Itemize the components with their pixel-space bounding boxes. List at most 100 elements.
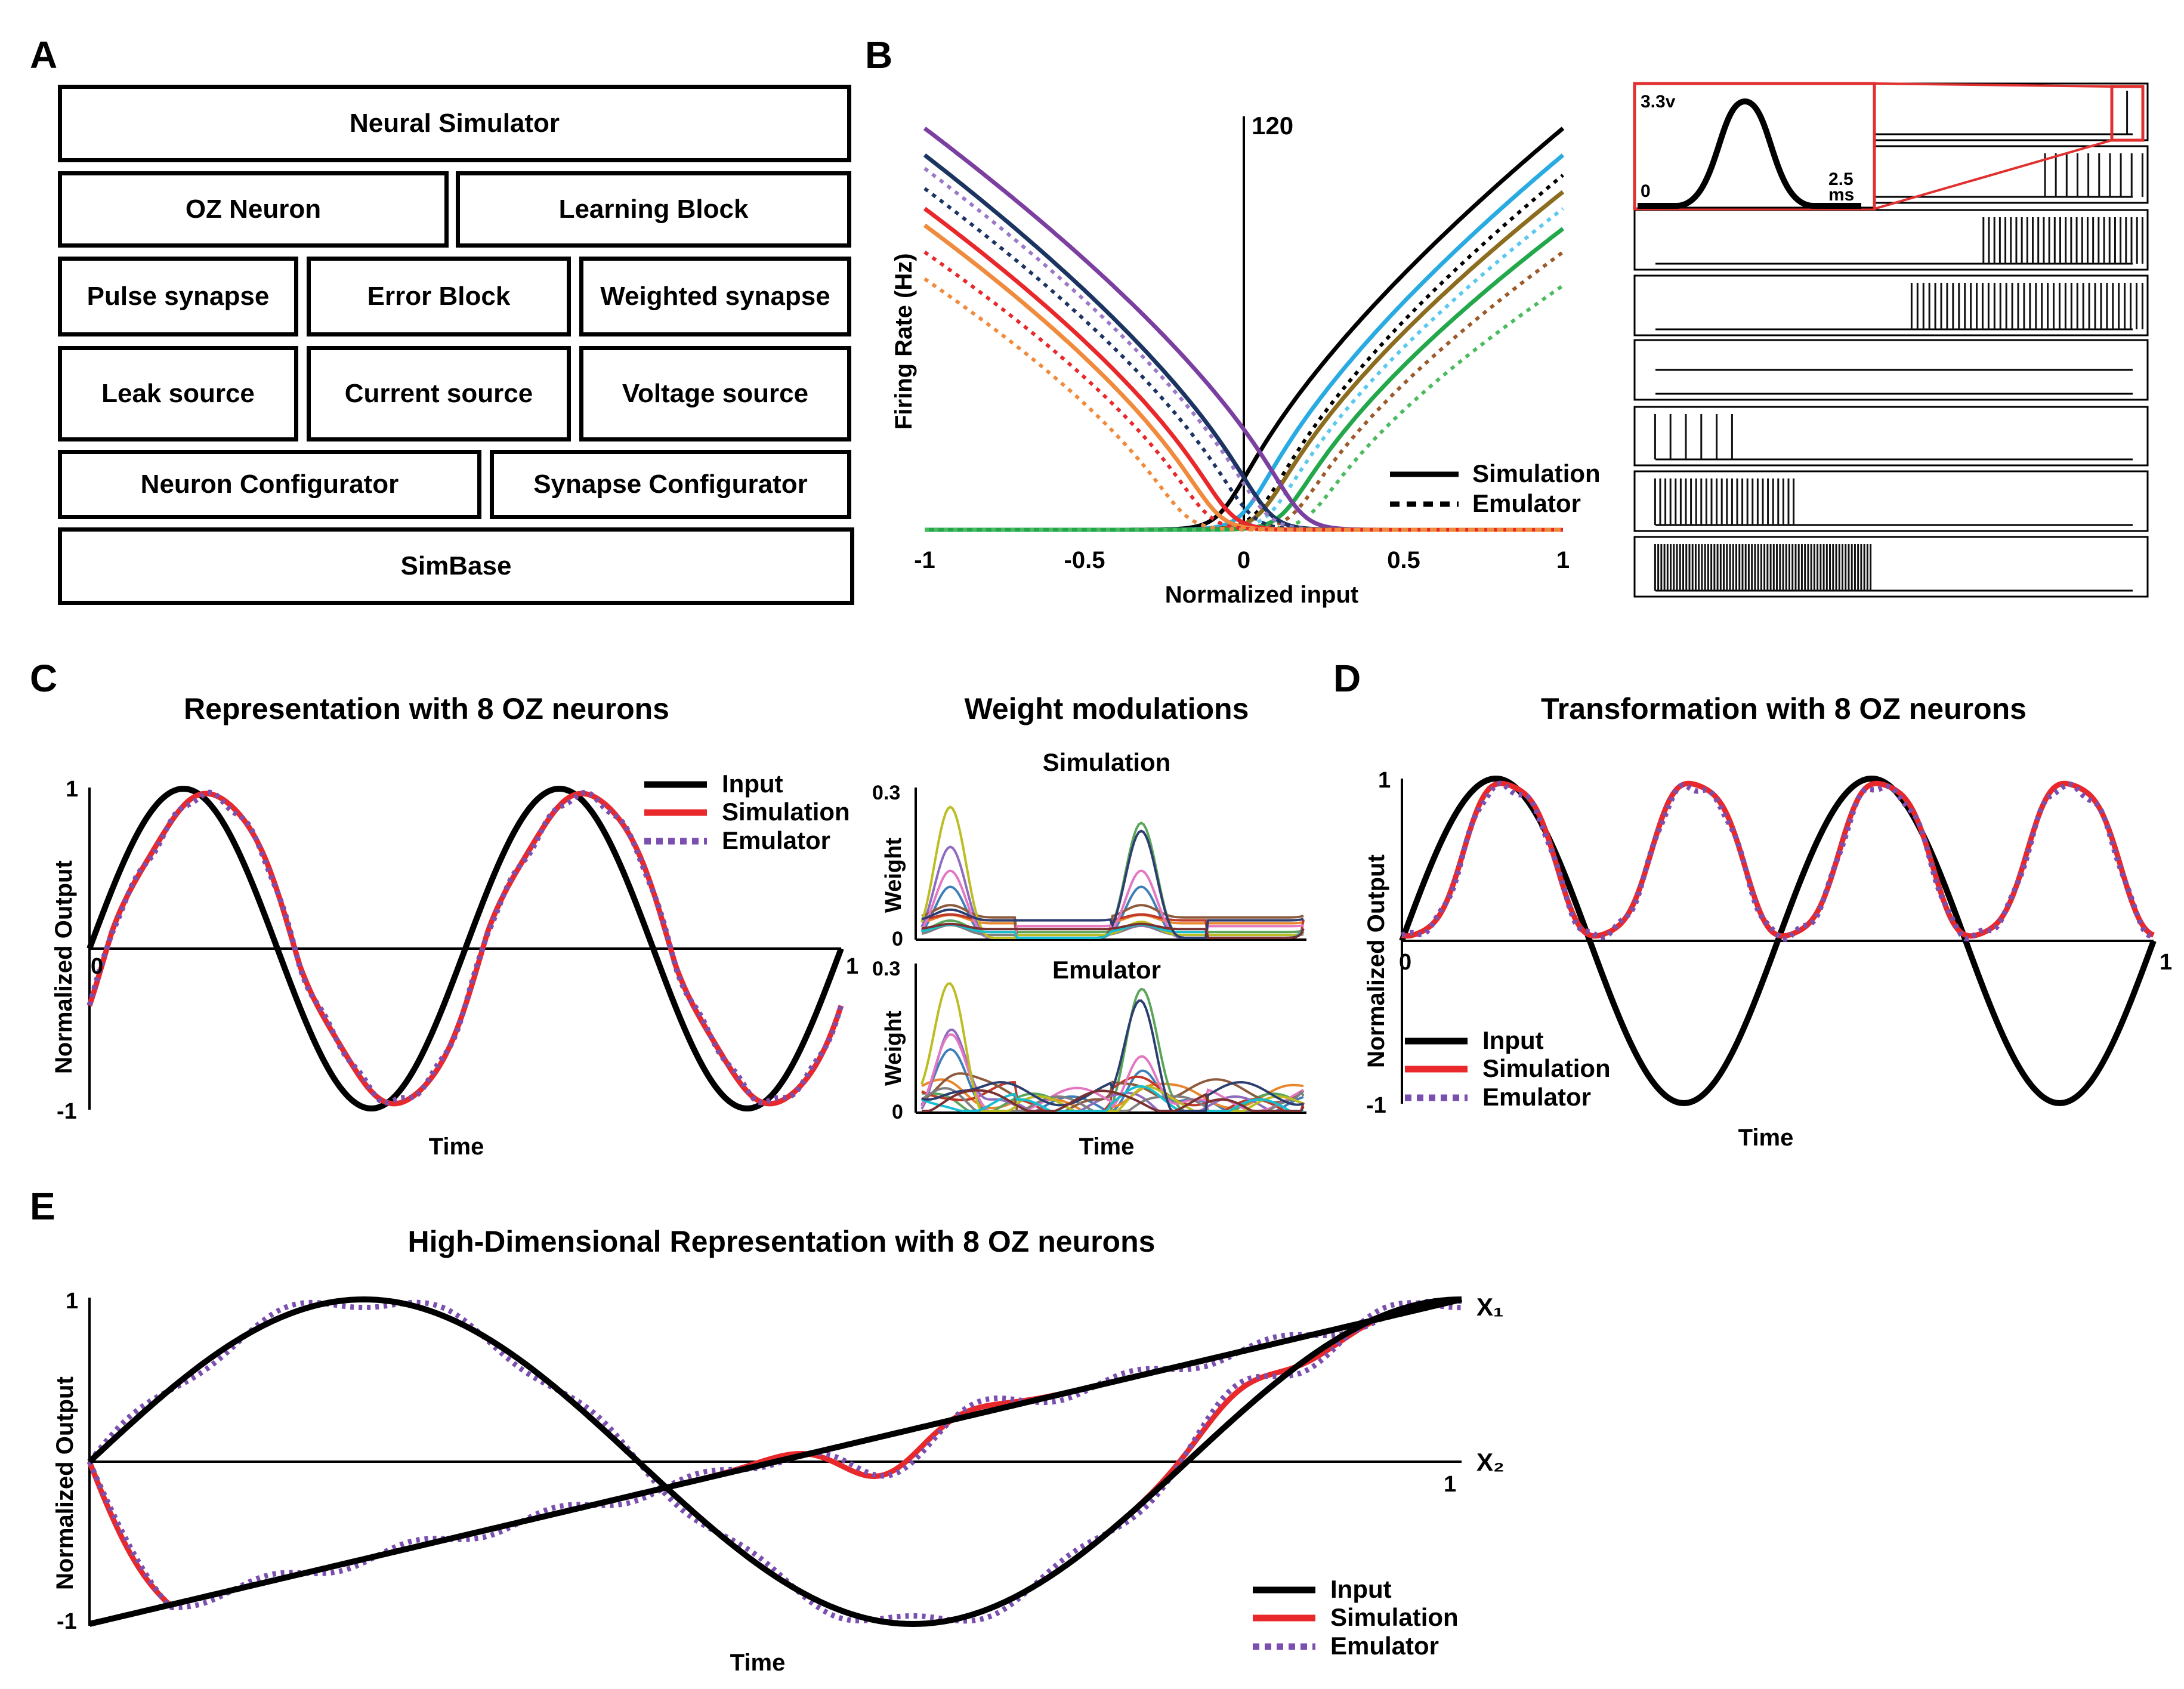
weights-emu-ylabel: Weight <box>881 1011 906 1086</box>
block-synapse-configurator: Synapse Configurator <box>490 450 851 519</box>
panel-label-b: B <box>865 33 893 76</box>
representation-input-line <box>87 786 844 1111</box>
high-dim-xlabel: Time <box>730 1650 786 1676</box>
weights-sim-ybottom: 0 <box>892 928 903 950</box>
weights-sim-weight-line <box>921 829 1304 939</box>
weights-emu-weight-line <box>921 1072 1305 1112</box>
transformation-emulator-line <box>1401 780 2154 942</box>
transformation-xlabel: Time <box>1738 1125 1794 1151</box>
weights-emu-weight-line <box>922 1089 1305 1112</box>
block-simbase: SimBase <box>58 527 854 605</box>
high-dim-x2-input-line <box>87 1296 1462 1628</box>
tuning-curve-navy-dot <box>923 187 1563 532</box>
spike-row-box <box>1633 209 2149 271</box>
block-neural-simulator: Neural Simulator <box>58 85 851 162</box>
transformation-legend-input: Input <box>1482 1026 1544 1054</box>
tuning-ylabel: Firing Rate (Hz) <box>891 253 917 430</box>
tuning-xlabel: Normalized input <box>1165 582 1358 608</box>
representation-title: Representation with 8 OZ neurons <box>184 692 669 725</box>
weight-modulation-chart: Weight modulations Simulation Emulator 0… <box>872 692 1306 1160</box>
tuning-xtick-1: 1 <box>1556 547 1570 573</box>
high-dim-ylabel: Normalized Output <box>52 1376 78 1590</box>
tuning-curve-red-dot <box>923 251 1563 532</box>
spike-inset-pulse <box>1638 98 1861 209</box>
spike-zoom-highlight <box>2110 85 2145 142</box>
high-dim-title: High-Dimensional Representation with 8 O… <box>408 1225 1156 1258</box>
weights-title: Weight modulations <box>965 692 1249 725</box>
weights-sim-ytop: 0.3 <box>872 782 900 804</box>
high-dim-legend-emulator: Emulator <box>1330 1632 1439 1660</box>
high-dim-ytick-bottom: -1 <box>57 1609 77 1634</box>
panel-label-e: E <box>30 1185 55 1228</box>
weights-sim-weight-line <box>921 904 1304 939</box>
block-weighted-synapse: Weighted synapse <box>579 257 851 336</box>
spike-row-box <box>1633 406 2149 467</box>
high-dim-x1-input-line <box>88 1296 1463 1627</box>
tuning-xtick-0: 0 <box>1237 547 1250 573</box>
weights-sim-weight-line <box>921 922 1305 939</box>
spike-inset-zero-label: 0 <box>1641 181 1651 201</box>
weights-emu-ybottom: 0 <box>892 1101 903 1123</box>
high-dim-x1-label: X₁ <box>1476 1293 1503 1321</box>
representation-ylabel: Normalized Output <box>51 860 77 1074</box>
block-voltage-source: Voltage source <box>579 346 851 441</box>
high-dim-chart: High-Dimensional Representation with 8 O… <box>52 1225 1505 1676</box>
spike-zoom-connector-top <box>1874 82 2112 88</box>
tuning-curve-purple-dot <box>923 166 1563 532</box>
high-dim-ytick-top: 1 <box>66 1289 78 1314</box>
transformation-xtick-1: 1 <box>2160 950 2172 975</box>
representation-legend-emulator: Emulator <box>722 826 830 854</box>
block-learning-block: Learning Block <box>456 171 851 248</box>
spike-inset-time-unit: ms <box>1828 185 1854 205</box>
spike-inset-peak-label: 3.3v <box>1641 92 1676 112</box>
spike-row-box <box>1633 274 2149 336</box>
representation-legend-simulation: Simulation <box>722 798 850 826</box>
weights-emu-weight-line <box>920 1029 1303 1112</box>
block-current-source: Current source <box>307 346 571 441</box>
high-dim-legend-input: Input <box>1330 1575 1392 1603</box>
high-dim-x2-label: X₂ <box>1476 1448 1505 1476</box>
weights-emu-weight-line <box>921 999 1304 1112</box>
transformation-ytick-top: 1 <box>1378 768 1391 793</box>
spike-row-box <box>1633 470 2149 532</box>
tuning-xtick-neg1: -1 <box>914 547 935 573</box>
transformation-legend-simulation: Simulation <box>1482 1054 1611 1082</box>
high-dim-xtick-1: 1 <box>1444 1472 1456 1497</box>
transformation-ytick-bottom: -1 <box>1366 1093 1386 1118</box>
spike-row-box <box>1633 536 2149 598</box>
panel-label-c: C <box>30 657 58 700</box>
representation-xlabel: Time <box>429 1134 484 1160</box>
tuning-legend-simulation: Simulation <box>1472 459 1601 487</box>
spike-inset-time-label: 2.5 <box>1828 169 1854 189</box>
tuning-ymax-label: 120 <box>1252 112 1293 140</box>
weights-emu-ytop: 0.3 <box>872 958 900 980</box>
tuning-xtick-neg05: -0.5 <box>1064 547 1105 573</box>
tuning-curve-chart: 120 Firing Rate (Hz) -1 -0.5 0 0.5 1 Nor… <box>891 112 1601 608</box>
spike-row-box <box>1633 339 2149 401</box>
representation-xtick-1: 1 <box>846 954 858 979</box>
representation-ytick-bottom: -1 <box>57 1099 77 1124</box>
representation-emulator-line <box>87 789 844 1106</box>
block-pulse-synapse: Pulse synapse <box>58 257 298 336</box>
weights-xlabel: Time <box>1079 1134 1135 1160</box>
block-oz-neuron: OZ Neuron <box>58 171 449 248</box>
transformation-legend-emulator: Emulator <box>1482 1083 1591 1111</box>
weights-sim-weight-line <box>920 805 1304 939</box>
weights-emu-weight-line <box>920 982 1304 1112</box>
transformation-title: Transformation with 8 OZ neurons <box>1541 692 2027 725</box>
panel-label-a: A <box>30 33 58 76</box>
transformation-input-line <box>1399 776 2157 1106</box>
tuning-legend-emulator: Emulator <box>1472 489 1581 517</box>
spike-zoom-connector-bottom <box>1874 139 2112 210</box>
weights-sim-subtitle: Simulation <box>1043 748 1171 776</box>
tuning-xtick-05: 0.5 <box>1387 547 1420 573</box>
transformation-xtick-0: 0 <box>1399 950 1411 975</box>
block-neuron-configurator: Neuron Configurator <box>58 450 481 519</box>
representation-xtick-0: 0 <box>91 954 103 979</box>
transformation-ylabel: Normalized Output <box>1363 854 1389 1068</box>
representation-chart: Representation with 8 OZ neurons 1 -1 0 … <box>51 692 858 1160</box>
transformation-simulation-line <box>1401 780 2155 939</box>
panel-label-d: D <box>1333 657 1361 700</box>
weights-sim-ylabel: Weight <box>881 838 906 913</box>
